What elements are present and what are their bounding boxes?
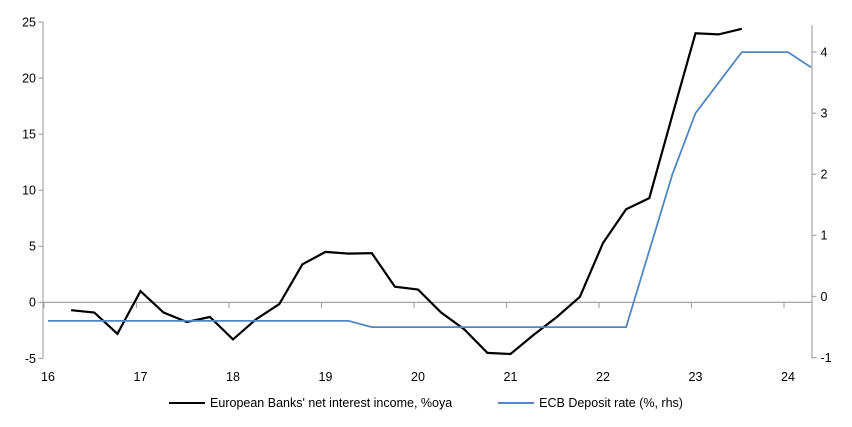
left-axis-tick-label: 20 — [22, 71, 36, 85]
right-axis-tick-label: 3 — [821, 107, 828, 121]
left-axis-tick-label: 0 — [29, 296, 36, 310]
left-axis-tick-label: 25 — [22, 15, 36, 29]
right-axis-tick-label: 0 — [821, 290, 828, 304]
x-axis-tick-label: 21 — [504, 370, 518, 384]
x-axis-tick-label: 18 — [226, 370, 240, 384]
x-axis-tick-label: 23 — [689, 370, 703, 384]
legend-label-nii: European Banks' net interest income, %oy… — [210, 396, 453, 410]
x-axis-tick-label: 24 — [781, 370, 795, 384]
x-axis-tick-label: 16 — [41, 370, 55, 384]
ecb-line-swatch — [498, 402, 535, 404]
series-line-0 — [70, 27, 743, 356]
left-axis: -5 0 5 10 15 20 25 — [22, 15, 44, 366]
x-axis-tick-label: 19 — [319, 370, 333, 384]
series-line-1 — [48, 51, 812, 329]
right-axis: -1 0 1 2 3 4 — [811, 25, 832, 365]
left-axis-tick-label: 15 — [22, 128, 36, 142]
right-axis-tick-label: -1 — [821, 351, 832, 365]
legend-item-ecb: ECB Deposit rate (%, rhs) — [498, 396, 683, 410]
legend-item-nii: European Banks' net interest income, %oy… — [169, 396, 452, 410]
right-axis-tick-label: 1 — [821, 229, 828, 243]
chart-legend: European Banks' net interest income, %oy… — [0, 396, 852, 410]
x-axis: 16 17 18 19 20 21 22 23 24 — [41, 301, 812, 384]
nii-line-swatch — [169, 401, 206, 405]
left-axis-tick-label: -5 — [25, 352, 36, 366]
series-lines — [48, 27, 812, 356]
right-axis-tick-label: 2 — [821, 168, 828, 182]
right-axis-tick-label: 4 — [821, 45, 828, 59]
x-axis-tick-label: 20 — [411, 370, 425, 384]
x-axis-tick-label: 17 — [134, 370, 148, 384]
x-axis-tick-label: 22 — [596, 370, 610, 384]
legend-label-ecb: ECB Deposit rate (%, rhs) — [539, 396, 683, 410]
left-axis-tick-label: 5 — [29, 240, 36, 254]
left-axis-tick-label: 10 — [22, 184, 36, 198]
